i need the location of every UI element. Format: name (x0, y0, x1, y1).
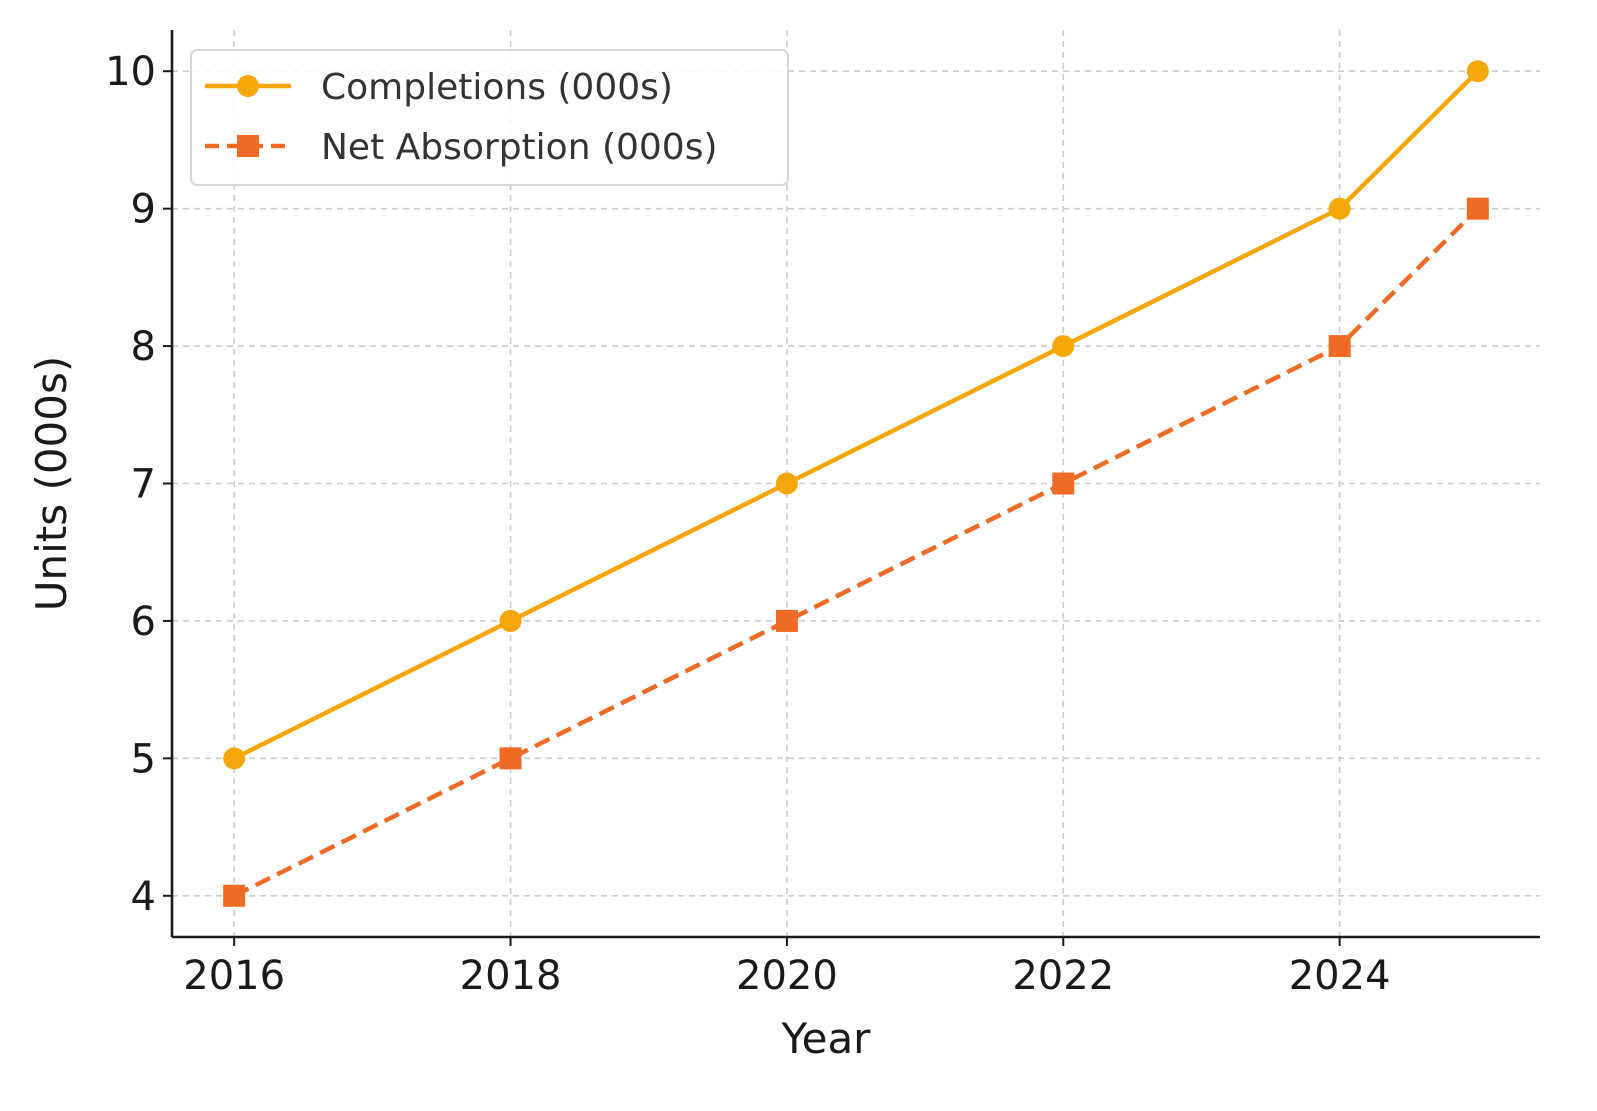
series-layer (223, 60, 1489, 907)
data-point (775, 472, 798, 495)
legend-box (190, 49, 789, 186)
y-tick-label: 7 (131, 462, 156, 508)
x-tick-label: 2022 (1012, 953, 1114, 999)
data-point (775, 609, 798, 632)
data-point (499, 747, 522, 770)
legend-swatch-marker (237, 135, 259, 157)
series-1 (223, 60, 1489, 770)
x-tick-label: 2024 (1289, 953, 1391, 999)
y-tick-label: 10 (105, 49, 156, 95)
legend: Completions (000s) Net Absorption (000s) (190, 49, 789, 186)
series-2 (223, 197, 1489, 907)
data-point (1328, 197, 1351, 220)
x-tick-label: 2018 (460, 953, 562, 999)
data-point (1466, 60, 1489, 83)
legend-label: Completions (000s) (321, 67, 673, 108)
data-point (1466, 197, 1489, 220)
y-axis-label: Units (000s) (27, 356, 76, 612)
series-line (233, 69, 1480, 761)
data-point (1052, 472, 1075, 495)
y-tick-label: 6 (131, 599, 156, 645)
legend-item-2: Net Absorption (000s) (205, 127, 718, 168)
y-tick-label: 4 (131, 874, 156, 920)
legend-swatch-marker (237, 75, 259, 97)
data-point (223, 884, 246, 907)
data-point (499, 609, 522, 632)
data-point (1052, 335, 1075, 358)
x-axis-label: Year (781, 1014, 872, 1063)
data-point (1328, 335, 1351, 358)
y-tick-label: 8 (131, 324, 156, 370)
x-tick-label: 2016 (183, 953, 285, 999)
x-tick-label: 2020 (736, 953, 838, 999)
y-tick-label: 9 (131, 187, 156, 233)
axes (163, 30, 1540, 946)
y-tick-label: 5 (131, 736, 156, 782)
legend-item-1: Completions (000s) (205, 67, 673, 108)
series-line (233, 207, 1480, 898)
tick-labels: 2016 2018 2020 2022 2024 4 5 6 7 8 9 10 (105, 49, 1390, 999)
legend-label: Net Absorption (000s) (321, 127, 718, 168)
data-point (223, 747, 246, 770)
